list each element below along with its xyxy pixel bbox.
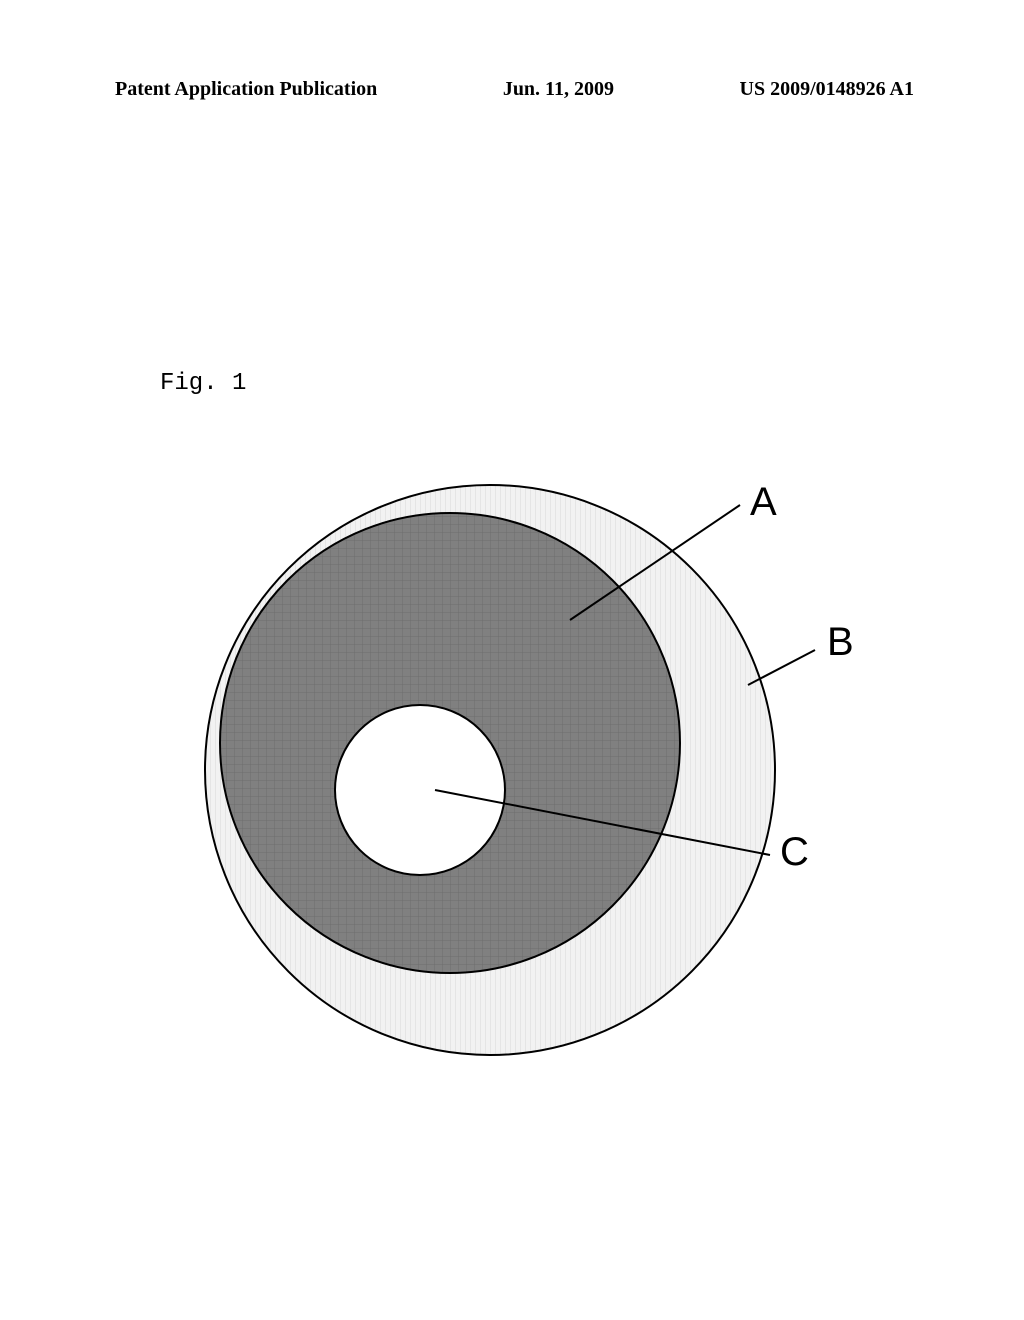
label-a: A	[750, 480, 777, 525]
figure-caption: Fig. 1	[160, 370, 246, 397]
figure-1-diagram: A B C	[130, 460, 870, 1080]
page: Patent Application Publication Jun. 11, …	[0, 0, 1024, 1320]
page-header: Patent Application Publication Jun. 11, …	[0, 78, 1024, 101]
label-b: B	[827, 620, 854, 665]
circle-c	[335, 705, 505, 875]
header-center: Jun. 11, 2009	[503, 78, 614, 101]
header-right: US 2009/0148926 A1	[740, 78, 914, 101]
label-c: C	[780, 830, 809, 875]
header-left: Patent Application Publication	[115, 78, 377, 101]
figure-svg	[130, 460, 870, 1080]
